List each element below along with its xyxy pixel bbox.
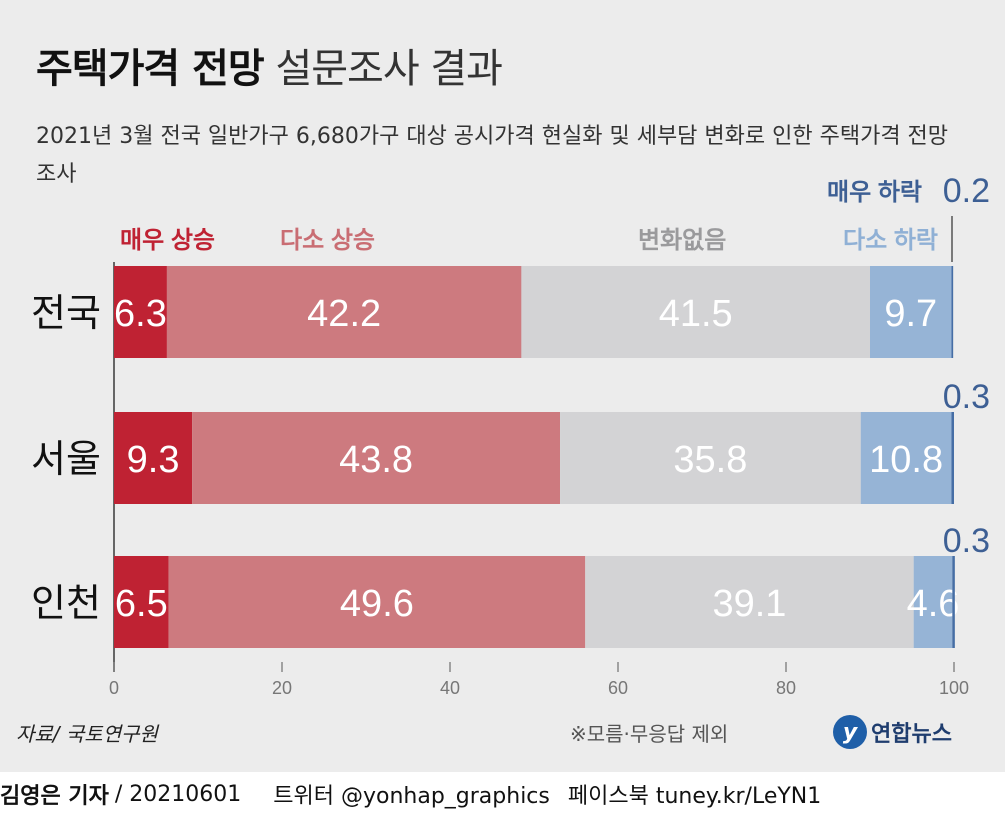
chart-subtitle: 2021년 3월 전국 일반가구 6,680가구 대상 공시가격 현실화 및 세… xyxy=(36,124,949,187)
legend-label: 변화없음 xyxy=(638,227,726,254)
bar-segment xyxy=(521,266,870,358)
chart-title-bold: 주택가격 전망 xyxy=(36,46,265,92)
yonhap-logo-text: 연합뉴스 xyxy=(871,722,952,747)
bar-segment xyxy=(114,556,169,648)
data-label: 4.6 xyxy=(907,583,960,625)
x-tick-label: 100 xyxy=(939,678,969,698)
x-tick-label: 20 xyxy=(272,678,292,698)
bar-segment xyxy=(168,556,586,648)
source-text: 자료/ 국토연구원 xyxy=(16,722,158,746)
bar-segment xyxy=(585,556,914,648)
bar-segment xyxy=(114,412,193,504)
x-tick-label: 80 xyxy=(776,678,796,698)
bar-segment xyxy=(560,412,861,504)
data-label: 10.8 xyxy=(869,439,943,481)
data-label: 43.8 xyxy=(339,439,413,481)
legend-label: 다소 상승 xyxy=(280,227,375,254)
yonhap-logo: y 연합뉴스 xyxy=(833,712,952,752)
category-label: 서울 xyxy=(31,439,101,481)
data-label: 0.3 xyxy=(943,378,990,416)
data-label: 6.5 xyxy=(115,583,168,625)
bar-segment xyxy=(166,266,522,358)
chart-title: 주택가격 전망 설문조사 결과 xyxy=(36,36,503,94)
chart-title-light: 설문조사 결과 xyxy=(275,46,503,92)
bar-segment xyxy=(114,266,167,358)
category-label: 전국 xyxy=(31,293,101,335)
bar-segment xyxy=(951,266,954,358)
bar-segment xyxy=(870,266,952,358)
x-tick-label: 0 xyxy=(109,678,119,698)
footnote-text: ※모름·무응답 제외 xyxy=(570,722,729,746)
legend-label: 매우 상승 xyxy=(120,227,215,254)
data-label: 6.3 xyxy=(114,293,167,335)
bar-segment xyxy=(192,412,561,504)
bar-segment xyxy=(952,556,955,648)
facebook-link: 페이스북 tuney.kr/LeYN1 xyxy=(567,784,822,809)
data-label: 42.2 xyxy=(307,293,381,335)
data-label: 9.7 xyxy=(884,293,937,335)
data-label: 35.8 xyxy=(673,439,747,481)
reporter-name: 김영은 기자 xyxy=(0,784,109,809)
data-label: 41.5 xyxy=(659,293,733,335)
twitter-handle: 트위터 @yonhap_graphics xyxy=(273,784,550,809)
x-tick-label: 40 xyxy=(440,678,460,698)
bar-segment xyxy=(913,556,953,648)
data-label: 49.6 xyxy=(340,583,414,625)
yonhap-logo-icon: y xyxy=(833,715,867,749)
legend-label: 다소 하락 xyxy=(843,227,938,254)
data-label: 0.3 xyxy=(943,522,990,560)
data-label: 9.3 xyxy=(127,439,180,481)
footer-bar: 김영은 기자 / 20210601 트위터 @yonhap_graphics 페… xyxy=(0,772,1005,816)
legend-label: 매우 하락 xyxy=(827,179,922,206)
bar-segment xyxy=(860,412,952,504)
publish-date: / 20210601 xyxy=(114,781,242,807)
bar-segment xyxy=(951,412,954,504)
data-label: 0.2 xyxy=(943,172,990,210)
x-tick-label: 60 xyxy=(608,678,628,698)
category-label: 인천 xyxy=(31,583,101,625)
data-label: 39.1 xyxy=(712,583,786,625)
